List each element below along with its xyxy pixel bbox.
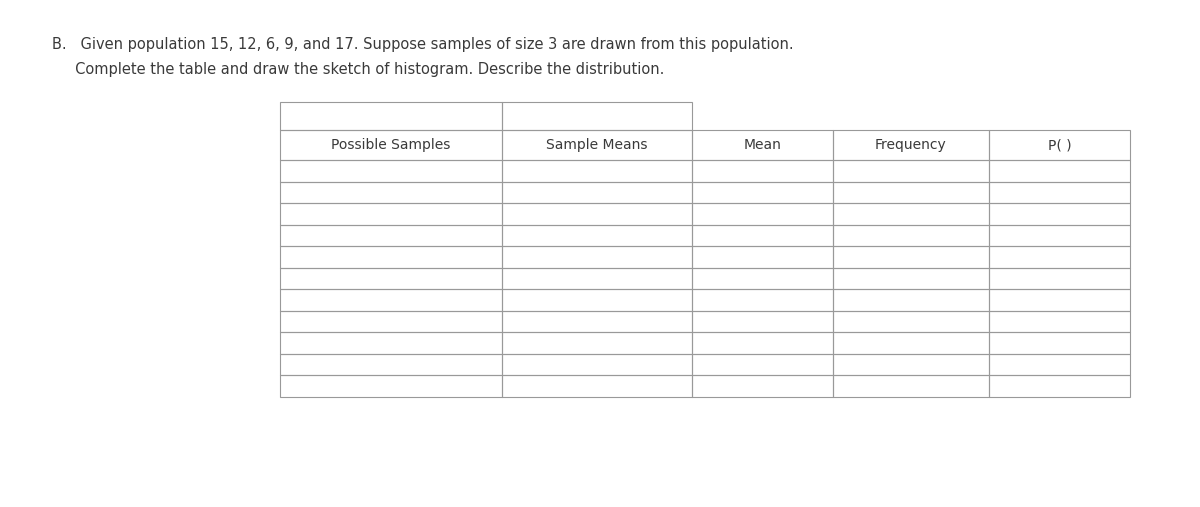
Bar: [692, 182, 833, 203]
Bar: [692, 375, 833, 396]
Bar: [692, 203, 833, 225]
Bar: [833, 289, 989, 310]
Bar: [989, 375, 1130, 396]
Bar: [692, 310, 833, 332]
Bar: [280, 246, 502, 268]
Text: P( ): P( ): [1048, 138, 1072, 152]
Bar: [502, 203, 692, 225]
Text: Complete the table and draw the sketch of histogram. Describe the distribution.: Complete the table and draw the sketch o…: [52, 62, 665, 77]
Bar: [502, 289, 692, 310]
Bar: [280, 130, 502, 160]
Bar: [833, 203, 989, 225]
Bar: [833, 130, 989, 160]
Bar: [280, 102, 502, 130]
Bar: [502, 160, 692, 182]
Bar: [280, 268, 502, 289]
Bar: [502, 353, 692, 375]
Text: Possible Samples: Possible Samples: [331, 138, 451, 152]
Bar: [833, 268, 989, 289]
Bar: [692, 246, 833, 268]
Bar: [280, 289, 502, 310]
Bar: [692, 289, 833, 310]
Bar: [502, 182, 692, 203]
Bar: [833, 182, 989, 203]
Bar: [989, 310, 1130, 332]
Bar: [989, 160, 1130, 182]
Bar: [502, 102, 692, 130]
Bar: [989, 246, 1130, 268]
Bar: [989, 225, 1130, 246]
Bar: [989, 353, 1130, 375]
Bar: [502, 130, 692, 160]
Text: Sample Means: Sample Means: [546, 138, 648, 152]
Bar: [989, 203, 1130, 225]
Bar: [692, 268, 833, 289]
Bar: [280, 310, 502, 332]
Bar: [833, 160, 989, 182]
Bar: [989, 289, 1130, 310]
Bar: [280, 160, 502, 182]
Bar: [692, 160, 833, 182]
Bar: [692, 353, 833, 375]
Bar: [692, 225, 833, 246]
Bar: [833, 332, 989, 353]
Bar: [280, 182, 502, 203]
Bar: [280, 353, 502, 375]
Bar: [280, 225, 502, 246]
Bar: [692, 130, 833, 160]
Bar: [833, 353, 989, 375]
Bar: [989, 130, 1130, 160]
Text: Frequency: Frequency: [875, 138, 947, 152]
Bar: [989, 332, 1130, 353]
Bar: [502, 332, 692, 353]
Bar: [502, 310, 692, 332]
Bar: [833, 246, 989, 268]
Bar: [502, 268, 692, 289]
Bar: [833, 225, 989, 246]
Bar: [989, 182, 1130, 203]
Bar: [989, 268, 1130, 289]
Bar: [692, 332, 833, 353]
Bar: [833, 310, 989, 332]
Text: B.   Given population 15, 12, 6, 9, and 17. Suppose samples of size 3 are drawn : B. Given population 15, 12, 6, 9, and 17…: [52, 37, 793, 52]
Bar: [502, 225, 692, 246]
Bar: [280, 375, 502, 396]
Bar: [280, 203, 502, 225]
Bar: [280, 332, 502, 353]
Bar: [502, 246, 692, 268]
Bar: [833, 375, 989, 396]
Text: Mean: Mean: [744, 138, 781, 152]
Bar: [502, 375, 692, 396]
